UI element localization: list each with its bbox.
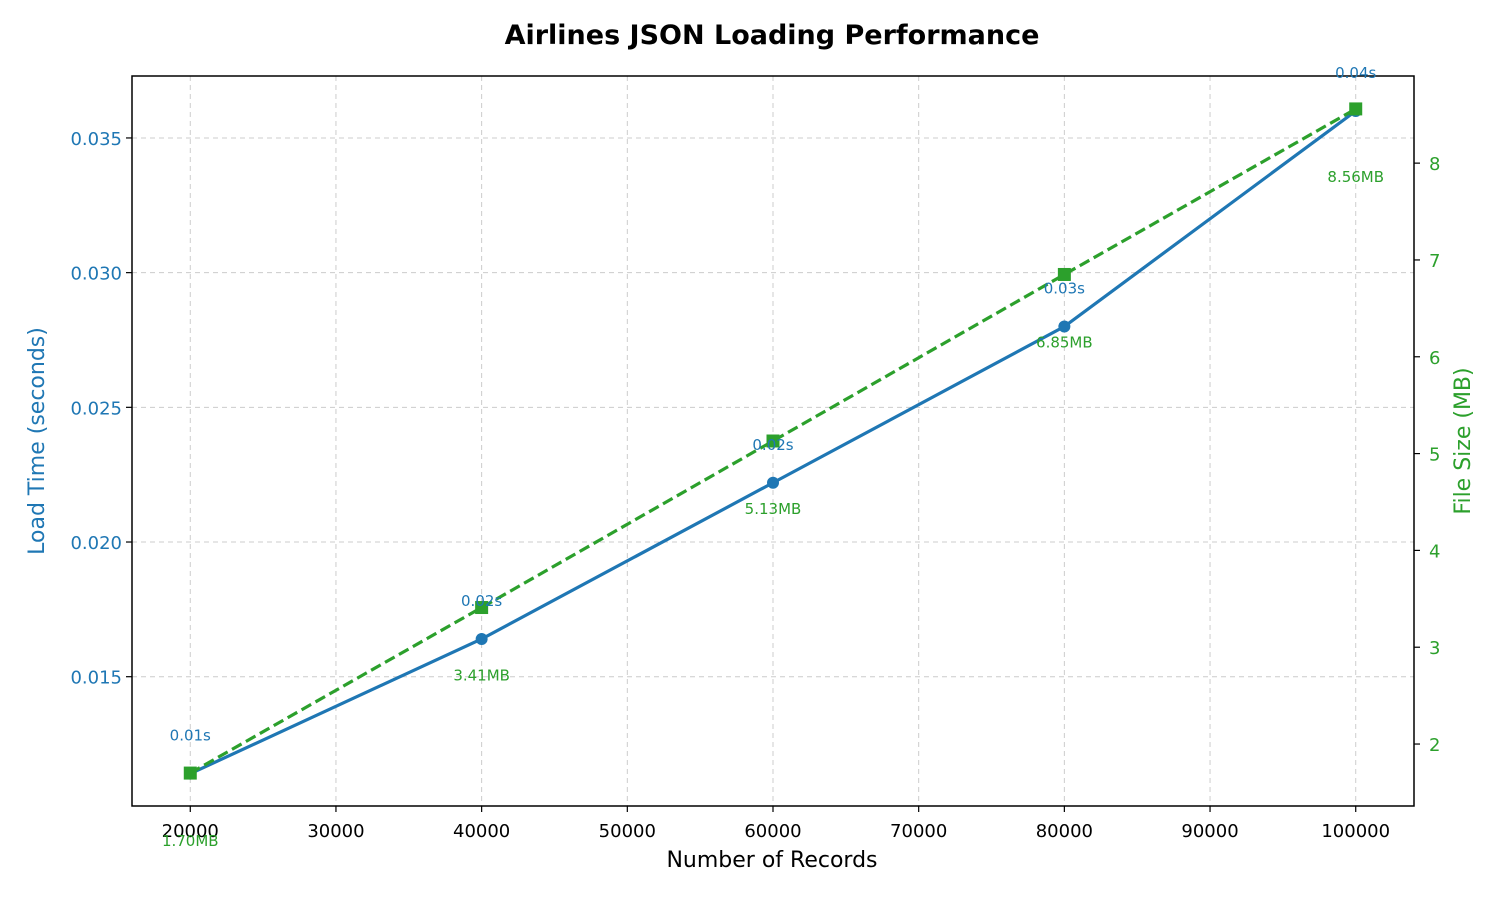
x-axis-label: Number of Records [666,848,877,873]
load-time-data-label: 0.04s [1335,64,1376,82]
x-tick-label: 40000 [453,821,510,842]
load-time-data-label: 0.03s [1044,280,1085,298]
y2-tick-label: 7 [1429,251,1440,272]
file-size-data-label: 3.41MB [453,667,510,685]
data-labels: 0.01s 0.02s 0.02s 0.03s 0.04s 1.70MB 3.41MB 5.1… [162,64,1384,850]
y-axis-label: Load Time (seconds) [25,327,50,555]
load-time-data-label: 0.01s [170,727,211,745]
y2-tick-label: 3 [1429,638,1440,659]
y2-tick-label: 4 [1429,541,1440,562]
x-tick-label: 20000 [162,821,219,842]
y-tick-label: 0.025 [70,398,122,419]
file-size-point [475,601,489,615]
x-tick-label: 70000 [890,821,947,842]
load-time-point [767,476,779,489]
y2-tick-label: 6 [1429,348,1440,369]
x-tick-label: 60000 [744,821,801,842]
file-size-data-label: 1.70MB [162,832,219,850]
file-size-data-label: 8.56MB [1327,168,1384,186]
y-tick-label: 0.030 [70,264,122,285]
load-time-point [475,632,488,645]
y-tick-label: 0.035 [70,129,122,150]
chart-title: Airlines JSON Loading Performance [505,20,1040,51]
file-size-point [766,434,780,448]
y2-axis-label: File Size (MB) [1451,367,1476,514]
file-size-data-label: 5.13MB [745,500,802,518]
series-layer [183,102,1363,780]
x-tick-label: 90000 [1181,821,1238,842]
load-time-point [1058,320,1071,333]
file-size-point [183,766,197,780]
axes: 20000 30000 40000 50000 60000 70000 80000 90000… [70,129,1440,842]
file-size-point [1057,267,1071,281]
file-size-point [1349,102,1363,116]
y-tick-label: 0.020 [70,533,122,554]
x-tick-label: 50000 [599,821,656,842]
y2-tick-label: 8 [1429,154,1440,175]
load-time-data-label: 0.02s [461,592,502,610]
y2-tick-label: 2 [1429,735,1440,756]
y-tick-label: 0.015 [70,668,122,689]
x-tick-label: 100000 [1321,821,1390,842]
y2-tick-label: 5 [1429,445,1440,466]
x-tick-label: 30000 [307,821,364,842]
x-tick-label: 80000 [1036,821,1093,842]
file-size-data-label: 6.85MB [1036,333,1093,351]
load-time-data-label: 0.02s [752,436,793,454]
